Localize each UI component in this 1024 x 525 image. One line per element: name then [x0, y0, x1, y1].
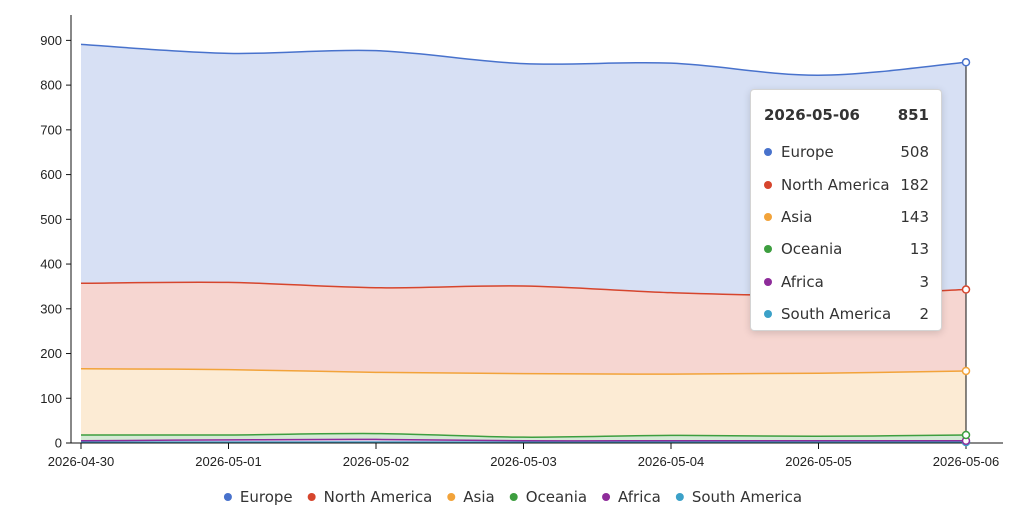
- line-asia: [80, 367, 967, 375]
- y-tick-label: 400: [40, 257, 62, 272]
- hover-marker-oceania: [961, 430, 971, 440]
- legend-label: Asia: [463, 488, 494, 506]
- legend-label: Oceania: [526, 488, 587, 506]
- tooltip-header: 2026-05-06 851: [764, 104, 929, 136]
- x-tick-label: 2026-05-02: [343, 454, 410, 469]
- x-tick-label: 2026-04-30: [48, 454, 115, 469]
- legend: Europe North America Asia Oceania Africa Sout…: [223, 488, 802, 506]
- tooltip-dot: [764, 310, 772, 319]
- tooltip-row-africa: Africa 3: [764, 266, 929, 298]
- legend-item-north-america[interactable]: North America: [307, 488, 433, 506]
- x-tick-label: 2026-05-01: [195, 454, 262, 469]
- tooltip-series-value: 13: [909, 240, 929, 259]
- tooltip-dot: [764, 245, 772, 254]
- tooltip-row-north-america: North America 182: [764, 168, 929, 200]
- tooltip-row-asia: Asia 143: [764, 201, 929, 233]
- legend-item-oceania[interactable]: Oceania: [509, 488, 587, 506]
- legend-marker-asia: [447, 493, 456, 501]
- tooltip-row-oceania: Oceania 13: [764, 233, 929, 265]
- tooltip-series-name: South America: [781, 305, 892, 324]
- y-tick-label: 0: [55, 436, 62, 451]
- legend-item-europe[interactable]: Europe: [223, 488, 293, 506]
- axes-layer: 0 100 200 300 400 500 600 700 800 900 2026-04-30 20…: [40, 15, 1003, 469]
- tooltip-dot: [764, 180, 772, 189]
- y-tick-label: 700: [40, 122, 62, 137]
- y-tick-label: 900: [40, 33, 62, 48]
- tooltip-date: 2026-05-06: [764, 106, 860, 124]
- line-africa: [80, 438, 966, 442]
- tooltip-series-name: Europe: [781, 143, 834, 162]
- tooltip-row-south-america: South America 2: [764, 298, 929, 330]
- y-tick-label: 600: [40, 167, 62, 182]
- legend-label: South America: [692, 488, 802, 506]
- hover-marker-asia: [961, 366, 971, 376]
- legend-item-south-america[interactable]: South America: [675, 488, 802, 506]
- legend-marker-south-america: [675, 493, 684, 501]
- line-oceania: [80, 432, 967, 438]
- tooltip-total: 851: [897, 106, 929, 124]
- legend-label: Europe: [240, 488, 293, 506]
- legend-label: North America: [324, 488, 433, 506]
- legend-label: Africa: [618, 488, 661, 506]
- tooltip-rows: Europe 508 North America 182 Asia 143 Oceania 1…: [764, 136, 929, 330]
- tooltip-dot: [764, 148, 772, 157]
- areas-layer: [81, 44, 966, 443]
- line-europe: [80, 43, 967, 77]
- tooltip-series-name: Africa: [781, 272, 824, 291]
- x-tick-label: 2026-05-06: [933, 454, 1000, 469]
- area-asia: [81, 368, 966, 438]
- x-tick-label: 2026-05-05: [785, 454, 852, 469]
- tooltip-series-name: Asia: [781, 207, 813, 226]
- area-north-america: [81, 282, 966, 375]
- y-tick-label: 500: [40, 212, 62, 227]
- hover-marker-north-america: [961, 285, 971, 294]
- legend-marker-north-america: [307, 493, 316, 501]
- y-tick-label: 100: [40, 391, 62, 406]
- x-tick-label: 2026-05-04: [638, 454, 705, 469]
- y-tick-label: 200: [40, 346, 62, 361]
- y-tick-label: 800: [40, 78, 62, 93]
- hover-layer: [961, 58, 971, 447]
- legend-marker-europe: [223, 493, 232, 501]
- tooltip-series-value: 2: [919, 305, 929, 324]
- tooltip-series-value: 143: [900, 207, 929, 226]
- tooltip-dot: [764, 212, 772, 221]
- tooltip-series-name: North America: [781, 175, 890, 194]
- x-tick-label: 2026-05-03: [490, 454, 557, 469]
- legend-marker-oceania: [509, 493, 518, 501]
- legend-item-africa[interactable]: Africa: [602, 488, 661, 506]
- area-europe: [81, 44, 966, 296]
- y-tick-label: 300: [40, 301, 62, 316]
- tooltip-series-value: 3: [919, 272, 929, 291]
- legend-item-asia[interactable]: Asia: [447, 488, 495, 506]
- tooltip-series-name: Oceania: [781, 240, 843, 259]
- tooltip-row-europe: Europe 508: [764, 136, 929, 168]
- tooltip-series-value: 508: [900, 143, 929, 162]
- tooltip-dot: [764, 277, 772, 286]
- legend-marker-africa: [602, 493, 611, 501]
- tooltip: 2026-05-06 851 Europe 508 North America 182…: [750, 89, 942, 331]
- hover-marker-europe: [961, 58, 971, 67]
- tooltip-series-value: 182: [900, 175, 929, 194]
